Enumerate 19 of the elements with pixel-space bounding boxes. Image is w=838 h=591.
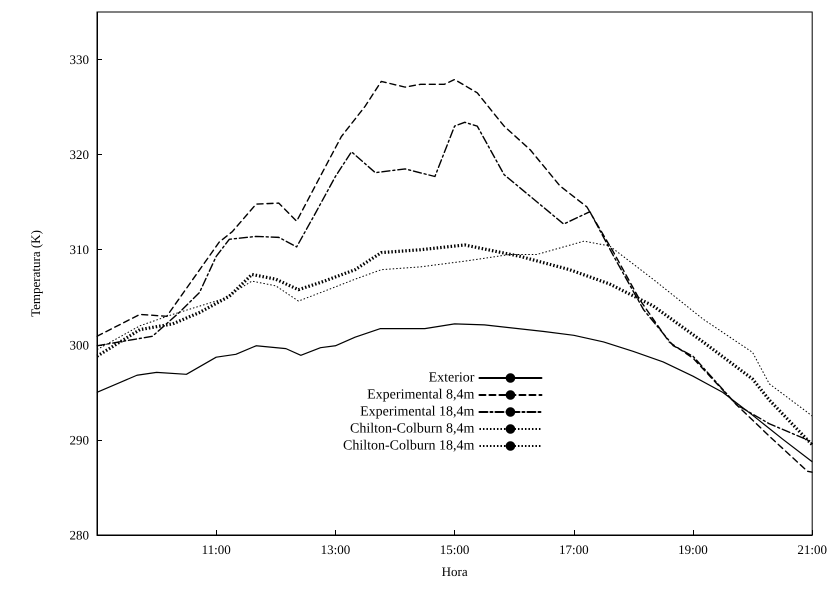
- x-tick-label: 17:00: [558, 542, 589, 557]
- legend-label: Chilton-Colburn 8,4m: [350, 422, 475, 436]
- x-tick-label: 13:00: [320, 542, 350, 557]
- y-axis-title: Temperatura (K): [28, 230, 43, 317]
- x-tick-label: 11:00: [202, 542, 231, 557]
- y-tick-label: 300: [70, 337, 89, 352]
- y-tick-label: 280: [70, 528, 89, 542]
- legend-label: Experimental 18,4m: [360, 404, 475, 420]
- y-tick-label: 290: [70, 432, 89, 448]
- x-tick-label: 19:00: [678, 542, 708, 557]
- legend-label: Chilton-Colburn 18,4m: [342, 438, 475, 454]
- y-tick-label: 330: [70, 52, 89, 68]
- x-tick-label: 15:00: [440, 542, 470, 557]
- y-tick-label: 320: [70, 147, 89, 162]
- legend-label: Experimental 8,4m: [367, 388, 475, 402]
- x-tick-label: 21:00: [797, 542, 828, 557]
- x-axis-title: Hora: [442, 564, 468, 579]
- legend-label: Exterior: [428, 370, 475, 386]
- y-tick-label: 310: [70, 242, 89, 258]
